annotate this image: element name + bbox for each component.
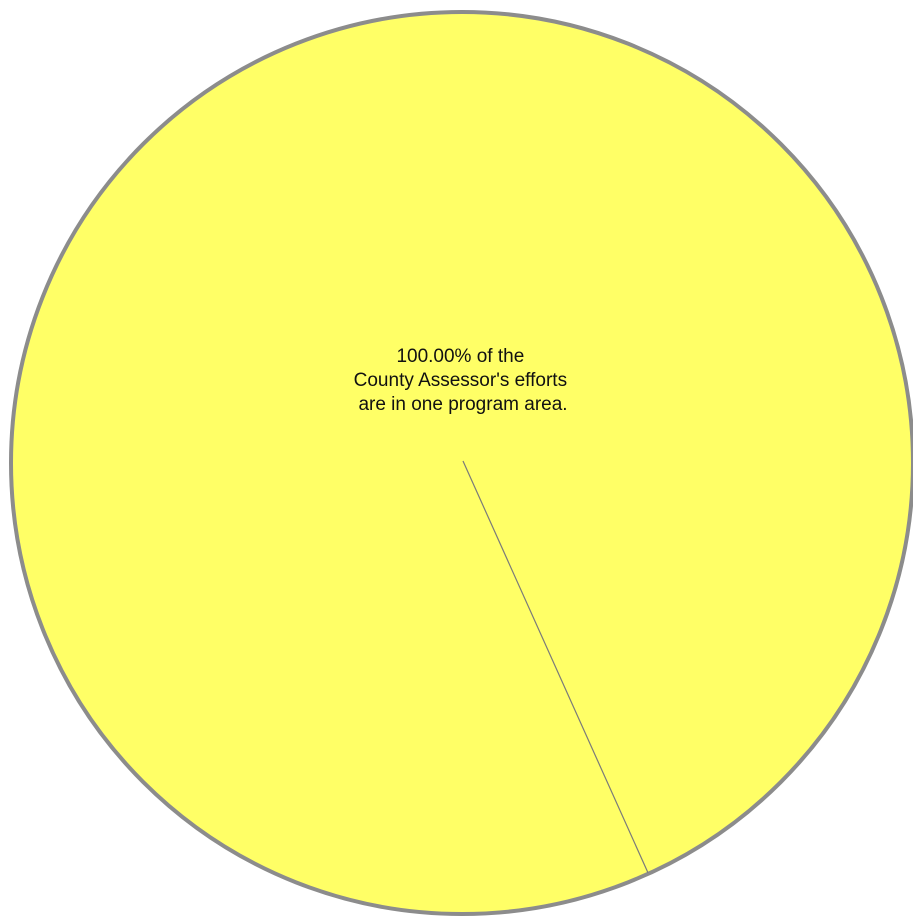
pie-slices [9, 10, 913, 916]
pie-annotation-line-3: are in one program area. [358, 394, 567, 415]
pie-annotation-line-1: 100.00% of the [396, 346, 524, 367]
slice-boundary-line [462, 460, 649, 874]
pie-annotation: 100.00% of the County Assessor's efforts… [354, 346, 573, 415]
pie-slice-0 [9, 10, 913, 916]
pie-annotation-line-2: County Assessor's efforts [354, 370, 567, 391]
